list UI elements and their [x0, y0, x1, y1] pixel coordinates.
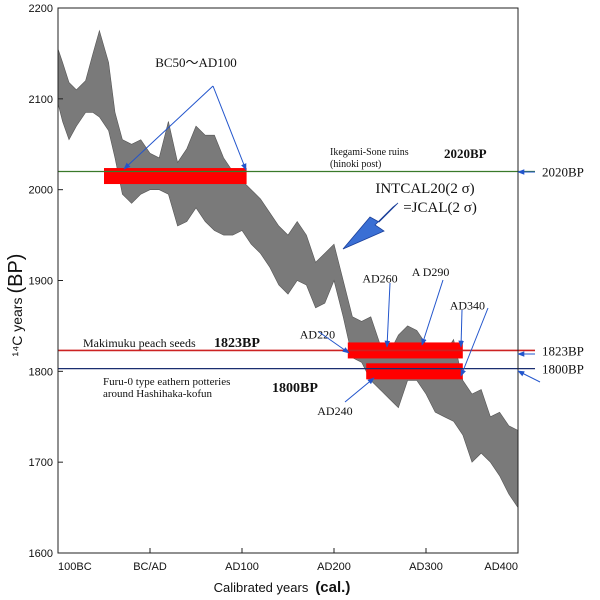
x-tick-label: AD300 — [409, 561, 443, 573]
x-tick-label: 100BC — [58, 561, 92, 573]
reference-line-right-label: 1823BP — [542, 343, 584, 358]
annotation-label: AD260 — [362, 271, 397, 285]
annotation-arrow — [384, 282, 391, 348]
reference-line-description: Ikegami-Sone ruins — [330, 147, 409, 158]
y-tick-label: 1700 — [29, 457, 53, 469]
annotation-arrow — [123, 85, 214, 170]
annotation-arrow — [318, 331, 350, 354]
reference-line-description: Furu-0 type eathern potteries — [103, 376, 230, 388]
axis-ticks-layer: 100BC BC/AD AD100 AD200 AD300 AD400 1600 1700 18… — [29, 3, 519, 573]
annotation-label: A D290 — [412, 265, 450, 279]
x-tick-label: AD400 — [484, 561, 518, 573]
y-axis-label: ¹⁴C years (BP) — [5, 254, 27, 357]
annotation-arrow — [344, 377, 375, 403]
reference-line-right-label: 1800BP — [542, 362, 584, 377]
annotation-arrow — [421, 279, 444, 346]
reference-line-value-label: 1800BP — [272, 381, 318, 396]
annotation-label: BC50～AD100 — [155, 55, 237, 70]
right-label-arrow — [517, 370, 541, 383]
reference-line-value-label: 2020BP — [444, 146, 487, 161]
callout-line-2: =JCAL(2 σ) — [403, 200, 477, 216]
x-tick-label: AD100 — [225, 561, 259, 573]
y-tick-label: 2200 — [29, 3, 53, 15]
y-tick-label: 1800 — [29, 366, 53, 378]
range-bar — [366, 363, 463, 380]
annotation-label: AD220 — [300, 328, 335, 342]
x-tick-label: AD200 — [317, 561, 351, 573]
callout-line-1: INTCAL20(2 σ) — [375, 181, 474, 197]
annotation-arrow — [212, 85, 247, 171]
annotation-label: AD240 — [317, 404, 352, 418]
annotation-arrow — [460, 307, 489, 377]
y-tick-label: 2000 — [29, 185, 53, 197]
callout-arrow — [342, 202, 399, 250]
annotation-arrow — [458, 309, 464, 348]
annotation-label: AD340 — [450, 299, 485, 313]
y-tick-label: 1600 — [29, 548, 53, 560]
reference-line-value-label: 1823BP — [214, 336, 260, 351]
y-tick-label: 2100 — [29, 94, 53, 106]
y-tick-label: 1900 — [29, 276, 53, 288]
reference-line-description: around Hashihaka-kofun — [103, 388, 213, 400]
reference-line-right-label: 2020BP — [542, 165, 584, 180]
annotations-layer: BC50～AD100 AD260 A D290 AD340 AD220 AD240 INTC… — [123, 55, 541, 418]
reference-line-description: Makimuku peach seeds — [83, 336, 196, 350]
reference-line-description: (hinoki post) — [330, 159, 381, 170]
x-tick-label: BC/AD — [133, 561, 167, 573]
x-axis-label: Calibrated years (cal.) — [214, 579, 351, 596]
reference-lines-layer: 2020BP Ikegami-Sone ruins(hinoki post) 202… — [58, 146, 584, 400]
range-bar — [104, 168, 247, 185]
